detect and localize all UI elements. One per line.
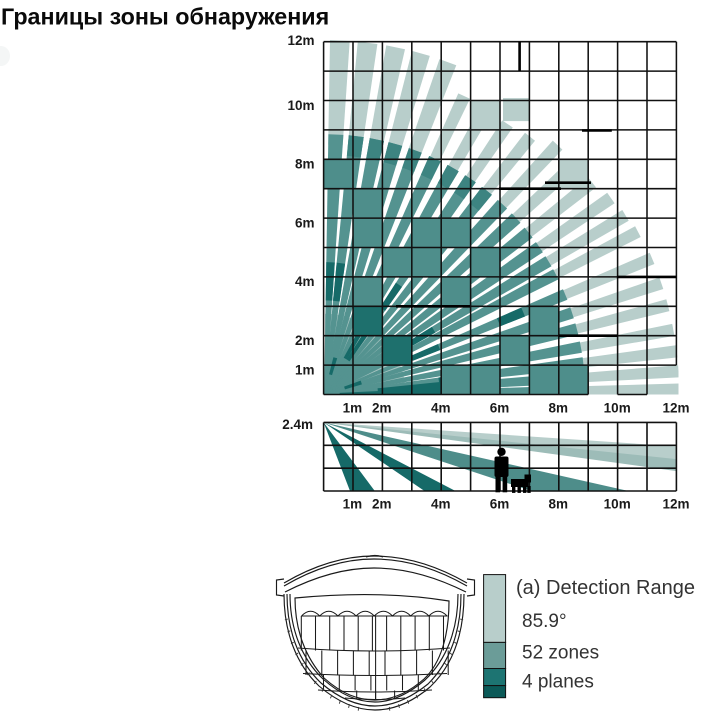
svg-text:12m: 12m: [287, 33, 314, 48]
svg-text:10m: 10m: [604, 497, 631, 512]
svg-text:4m: 4m: [431, 401, 451, 416]
svg-text:4 planes: 4 planes: [522, 672, 594, 693]
svg-text:2m: 2m: [372, 497, 392, 512]
svg-text:8m: 8m: [549, 401, 569, 416]
svg-text:12m: 12m: [662, 401, 689, 416]
svg-text:4m: 4m: [295, 274, 315, 289]
svg-text:2m: 2m: [372, 401, 392, 416]
svg-text:2.4m: 2.4m: [282, 417, 313, 432]
svg-text:6m: 6m: [490, 497, 510, 512]
svg-text:10m: 10m: [287, 98, 314, 113]
svg-text:8m: 8m: [295, 157, 315, 172]
svg-text:1m: 1m: [343, 401, 363, 416]
svg-text:85.9°: 85.9°: [522, 611, 567, 632]
svg-text:4m: 4m: [431, 497, 451, 512]
svg-text:12m: 12m: [662, 497, 689, 512]
svg-text:Границы зоны обнаружения: Границы зоны обнаружения: [1, 4, 329, 30]
svg-text:8m: 8m: [549, 497, 569, 512]
svg-text:52 zones: 52 zones: [522, 643, 599, 664]
svg-text:2m: 2m: [295, 333, 315, 348]
svg-text:6m: 6m: [490, 401, 510, 416]
svg-text:10m: 10m: [604, 401, 631, 416]
svg-text:1m: 1m: [295, 363, 315, 378]
svg-text:(a) Detection Range: (a) Detection Range: [516, 577, 695, 599]
svg-text:6m: 6m: [295, 216, 315, 231]
svg-text:1m: 1m: [343, 497, 363, 512]
